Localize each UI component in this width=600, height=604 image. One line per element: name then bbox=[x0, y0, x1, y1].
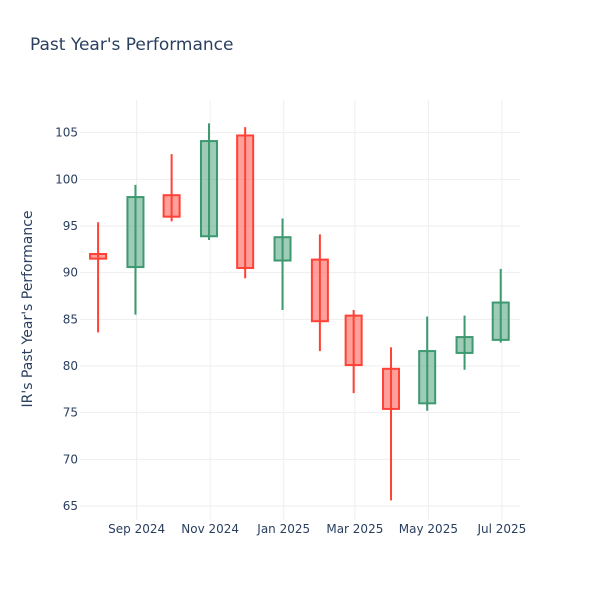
candle bbox=[310, 234, 329, 352]
candle bbox=[199, 123, 218, 240]
x-tick-label: Jul 2025 bbox=[476, 522, 526, 536]
candle bbox=[162, 154, 181, 222]
y-tick-label: 90 bbox=[63, 266, 78, 280]
y-tick-label: 100 bbox=[55, 172, 78, 186]
y-tick-label: 75 bbox=[63, 406, 78, 420]
y-axis-label: IR's Past Year's Performance bbox=[20, 210, 36, 407]
candle bbox=[89, 222, 108, 333]
y-tick-label: 65 bbox=[63, 499, 78, 513]
candle-body bbox=[126, 196, 145, 269]
candle-body bbox=[236, 134, 255, 269]
candle-body bbox=[273, 236, 292, 262]
candle-body bbox=[455, 336, 474, 354]
x-tick-label: May 2025 bbox=[399, 522, 458, 536]
candle-body bbox=[89, 253, 108, 260]
candle-body bbox=[199, 140, 218, 238]
y-tick-label: 70 bbox=[63, 452, 78, 466]
candle bbox=[344, 310, 363, 394]
candle bbox=[126, 184, 145, 315]
x-tick-label: Jan 2025 bbox=[256, 522, 310, 536]
x-axis-ticks: Sep 2024 Nov 2024 Jan 2025 Mar 2025 May 2025… bbox=[108, 522, 526, 536]
grid-lines bbox=[80, 100, 520, 520]
candle-body bbox=[344, 314, 363, 367]
candle bbox=[382, 347, 401, 501]
candle-body bbox=[382, 367, 401, 410]
chart-title: Past Year's Performance bbox=[30, 35, 234, 55]
candle-body bbox=[491, 301, 510, 341]
candles bbox=[89, 123, 510, 501]
y-tick-label: 105 bbox=[55, 126, 78, 140]
x-tick-label: Nov 2024 bbox=[181, 522, 239, 536]
candle bbox=[491, 268, 510, 343]
candle-body bbox=[418, 350, 437, 405]
y-tick-label: 80 bbox=[63, 359, 78, 373]
y-tick-label: 85 bbox=[63, 312, 78, 326]
candle bbox=[418, 316, 437, 411]
candle-body bbox=[310, 258, 329, 323]
candle bbox=[455, 315, 474, 370]
y-axis-ticks: 65 70 75 80 85 90 95 100 105 bbox=[55, 126, 78, 513]
candle bbox=[273, 218, 292, 310]
candle bbox=[236, 127, 255, 279]
x-tick-label: Mar 2025 bbox=[326, 522, 383, 536]
y-tick-label: 95 bbox=[63, 219, 78, 233]
x-tick-label: Sep 2024 bbox=[108, 522, 165, 536]
candle-body bbox=[162, 194, 181, 218]
